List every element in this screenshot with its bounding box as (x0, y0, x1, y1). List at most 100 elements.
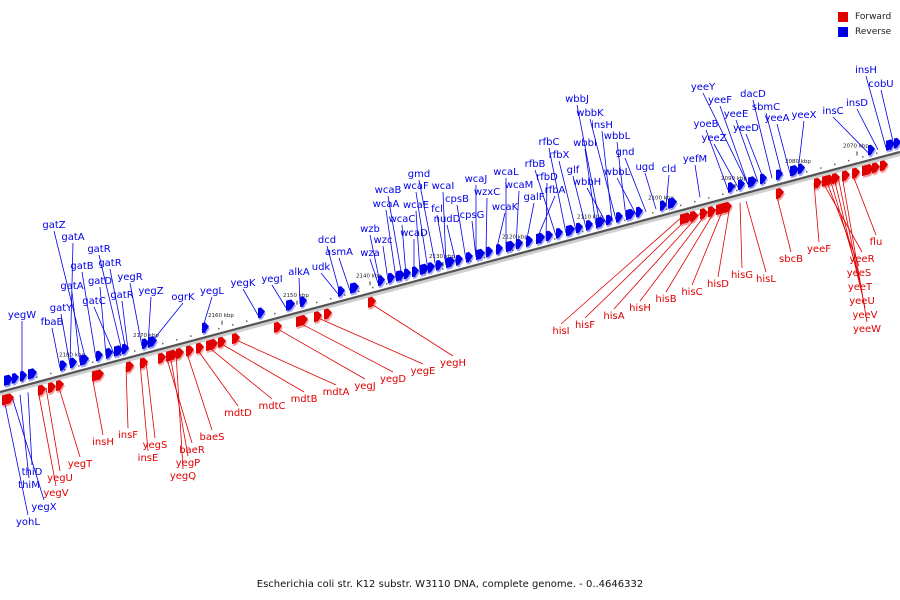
backbone-dot (610, 223, 612, 225)
gene-label-wcaf-leader (415, 191, 429, 270)
gene-label-yeew-leader (841, 175, 868, 323)
gene-label-gatr: gatR (87, 244, 110, 255)
ruler-tick-label: 2180 kbp (59, 353, 85, 359)
ruler-tick-label: 2150 kbp (283, 293, 309, 299)
gene-label-yegk-leader (242, 288, 259, 316)
backbone-line (0, 150, 900, 394)
gene-label-yegk: yegK (231, 278, 256, 289)
gene-label-yeev: yeeV (852, 310, 877, 321)
gene-label-dacd: dacD (740, 89, 766, 100)
gene-label-hisg-leader (739, 202, 743, 269)
gene-label-nudd-leader (446, 224, 457, 263)
gene-label-yeef-leader (813, 182, 820, 243)
gene-label-yeer: yeeR (849, 254, 874, 265)
gene-label-yegs: yegS (143, 440, 168, 451)
gene-label-inse-leader (139, 362, 149, 452)
gene-label-yees: yeeS (847, 268, 872, 279)
gene-label-wcae-leader (415, 210, 421, 273)
gene-label-alka-leader (298, 277, 301, 305)
gene-label-wcam: wcaM (505, 180, 533, 191)
backbone-dot (386, 283, 388, 285)
gene-label-yegi-leader (271, 284, 287, 308)
ruler-tick-label: 2170 kbp (133, 333, 159, 339)
gene-label-hisb-leader (665, 208, 717, 293)
gene-label-asma: asmA (325, 247, 353, 258)
gene-label-yegh: yegH (440, 358, 466, 369)
forward-gene-arrow (368, 296, 376, 308)
forward-gene-arrow (2, 393, 14, 406)
gene-label-yeee-leader (735, 119, 759, 183)
backbone-dot (176, 339, 178, 341)
gene-label-mdtc: mdtC (259, 401, 286, 412)
gene-label-gatd: gatD (88, 276, 112, 287)
reverse-gene-arrow (606, 214, 613, 226)
gene-label-hisc: hisC (681, 287, 702, 298)
gene-label-wbbl: wbbL (604, 167, 631, 178)
gene-label-baes-leader (185, 350, 213, 431)
gene-label-gnd-leader (624, 157, 647, 212)
reverse-gene-arrow (404, 268, 411, 280)
gene-label-yege: yegE (411, 366, 436, 377)
forward-gene-arrow (842, 170, 850, 182)
gene-label-ugd: ugd (635, 162, 654, 173)
backbone-dot (722, 193, 724, 195)
gene-label-dcd: dcd (318, 235, 336, 246)
gene-label-insh-leader (91, 375, 104, 436)
forward-gene-arrow (48, 382, 56, 394)
reverse-gene-arrow (586, 219, 593, 231)
forward-gene-arrow (776, 188, 784, 200)
gene-label-wza: wza (360, 248, 380, 259)
reverse-gene-arrow (506, 240, 515, 253)
reverse-gene-arrow (536, 232, 545, 245)
forward-gene-arrow (690, 210, 698, 222)
gene-label-yegu-leader (45, 387, 61, 472)
gene-label-cld: cld (662, 164, 677, 175)
gene-label-cpsb-leader (456, 204, 467, 260)
reverse-gene-arrow (428, 262, 435, 273)
reverse-gene-arrow (576, 222, 583, 234)
gene-label-wcab-leader (387, 195, 403, 277)
gene-label-mdtb-leader (217, 341, 305, 393)
reverse-gene-arrow (798, 163, 805, 175)
reverse-gene-arrow (894, 137, 900, 149)
gene-label-gatz: gatZ (42, 220, 65, 231)
gene-label-hisf: hisF (575, 320, 595, 331)
gene-label-yegx-leader (11, 396, 45, 501)
reverse-gene-arrow (496, 243, 503, 255)
gene-label-wcaa: wcaA (373, 199, 400, 210)
reverse-gene-arrow (738, 179, 745, 191)
gene-label-wbbh: wbbH (573, 177, 601, 188)
gene-label-wcaf: wcaF (403, 181, 429, 192)
forward-gene-arrow (56, 380, 64, 392)
backbone-dot (876, 152, 878, 154)
gene-label-wbbl-leader (616, 141, 627, 218)
gene-label-yegt: yegT (68, 459, 93, 470)
gene-label-mdtc-leader (205, 344, 273, 400)
backbone-dot (92, 361, 94, 363)
gene-label-wbbl-leader (616, 177, 637, 215)
gene-label-wcam-leader (515, 190, 520, 247)
legend: Forward Reverse (838, 9, 891, 39)
backbone-dot (806, 171, 808, 173)
forward-gene-arrow (126, 361, 134, 373)
reverse-gene-arrow (790, 165, 799, 177)
gene-label-cobu: cobU (868, 79, 893, 90)
reverse-gene-arrow (12, 373, 19, 384)
backbone-dot (344, 294, 346, 296)
forward-gene-arrow (140, 357, 148, 369)
gene-label-wzc-leader (382, 245, 389, 281)
gene-arrows (2, 137, 900, 408)
gene-label-wbbl: wbbL (604, 131, 631, 142)
gene-label-yegw: yegW (8, 310, 36, 321)
gene-label-yegt-leader (57, 384, 81, 458)
backbone-dot (218, 327, 220, 330)
gene-label-mdtd: mdtD (224, 408, 252, 419)
gene-label-yegj-leader (273, 326, 366, 380)
forward-gene-arrow (196, 342, 204, 354)
forward-gene-arrow (232, 333, 240, 345)
gene-label-wbbj: wbbJ (565, 94, 589, 105)
backbone-dot (162, 342, 164, 345)
backbone-dot (820, 167, 822, 169)
gene-label-yefm: yefM (683, 154, 707, 165)
reverse-gene-arrow (350, 282, 359, 294)
